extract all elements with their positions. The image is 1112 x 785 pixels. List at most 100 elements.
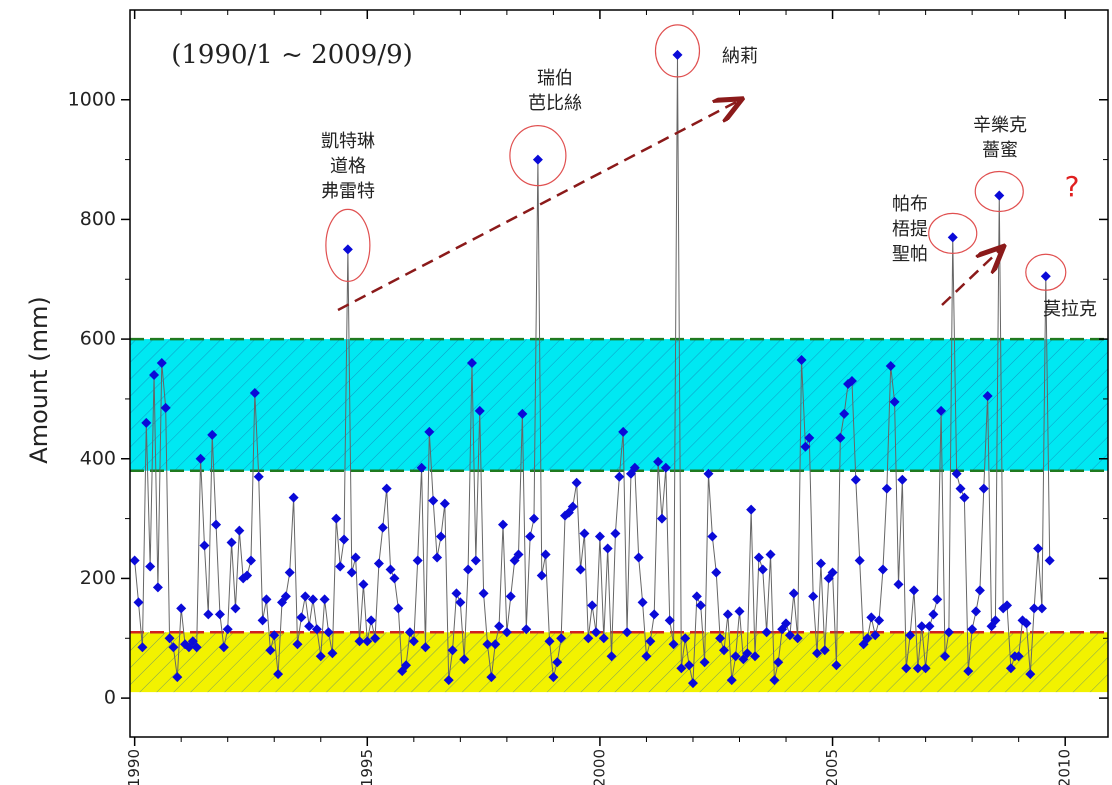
highlight-circle: [1025, 253, 1067, 291]
data-point: [897, 474, 908, 485]
data-point: [920, 663, 931, 674]
data-point: [230, 603, 241, 614]
data-point: [335, 561, 346, 572]
data-point: [331, 513, 342, 524]
data-point: [583, 633, 594, 644]
data-point: [257, 615, 268, 626]
data-point: [699, 657, 710, 668]
data-point: [571, 477, 582, 488]
data-point: [854, 555, 865, 566]
data-point: [129, 555, 140, 566]
data-point: [176, 603, 187, 614]
data-point: [428, 495, 439, 506]
annotation: 弗雷特: [321, 181, 375, 202]
data-point: [579, 528, 590, 539]
data-point: [641, 651, 652, 662]
data-point: [222, 624, 233, 635]
data-point: [815, 558, 826, 569]
data-point: [350, 552, 361, 563]
data-point: [719, 645, 730, 656]
annotation: 瑞伯: [537, 68, 573, 89]
x-tick-label: 2005: [823, 749, 841, 785]
data-point: [307, 594, 318, 605]
data-point: [951, 468, 962, 479]
data-point: [656, 513, 667, 524]
x-tick-label: 2000: [590, 749, 608, 785]
data-point: [905, 630, 916, 641]
data-point: [540, 549, 551, 560]
data-point: [432, 552, 443, 563]
data-point: [207, 429, 218, 440]
annotation: 聖帕: [892, 244, 928, 265]
data-point: [366, 615, 377, 626]
data-point: [734, 606, 745, 617]
annotation: 梧提: [892, 219, 928, 240]
data-point: [354, 636, 365, 647]
data-point: [474, 405, 485, 416]
data-point: [1036, 603, 1047, 614]
data-point: [862, 633, 873, 644]
data-point: [664, 615, 675, 626]
data-point: [494, 621, 505, 632]
data-point: [563, 507, 574, 518]
data-point: [498, 519, 509, 530]
data-point: [606, 651, 617, 662]
data-point: [346, 567, 357, 578]
data-point: [1040, 271, 1051, 282]
data-point: [959, 492, 970, 503]
data-point: [916, 621, 927, 632]
data-point: [152, 582, 163, 593]
data-point: [769, 675, 780, 686]
data-point: [137, 642, 148, 653]
data-point: [342, 244, 353, 255]
data-point: [412, 555, 423, 566]
data-point: [319, 594, 330, 605]
data-point: [761, 627, 772, 638]
data-point: [629, 462, 640, 473]
data-point: [505, 591, 516, 602]
x-tick-label: 2010: [1056, 749, 1074, 785]
data-point: [707, 531, 718, 542]
data-point: [757, 564, 768, 575]
data-point: [594, 531, 605, 542]
annotation: 莫拉克: [1043, 299, 1097, 320]
data-point: [261, 594, 272, 605]
data-point: [249, 387, 260, 398]
data-point: [296, 612, 307, 623]
data-point: [804, 432, 815, 443]
data-point: [288, 492, 299, 503]
annotation: 納莉: [722, 46, 758, 67]
data-point: [501, 627, 512, 638]
data-point: [451, 588, 462, 599]
data-point: [284, 567, 295, 578]
data-point: [955, 483, 966, 494]
data-point: [211, 519, 222, 530]
annotation: 辛樂克: [973, 115, 1027, 136]
data-point: [653, 456, 664, 467]
data-point: [610, 528, 621, 539]
data-point: [195, 453, 206, 464]
data-point: [963, 666, 974, 677]
data-point: [245, 555, 256, 566]
data-point: [443, 675, 454, 686]
highlight-circle: [928, 212, 978, 254]
data-point: [466, 358, 477, 369]
y-tick-label: 400: [80, 447, 116, 469]
data-point: [866, 612, 877, 623]
data-point: [172, 672, 183, 683]
data-point: [470, 555, 481, 566]
data-point: [730, 651, 741, 662]
data-point: [528, 513, 539, 524]
data-point: [389, 573, 400, 584]
data-point: [978, 483, 989, 494]
data-point: [676, 663, 687, 674]
data-point: [874, 615, 885, 626]
data-point: [164, 633, 175, 644]
data-point: [373, 558, 384, 569]
data-point: [591, 627, 602, 638]
data-point: [300, 591, 311, 602]
data-point: [881, 483, 892, 494]
data-point: [746, 504, 757, 515]
data-point: [687, 678, 698, 689]
